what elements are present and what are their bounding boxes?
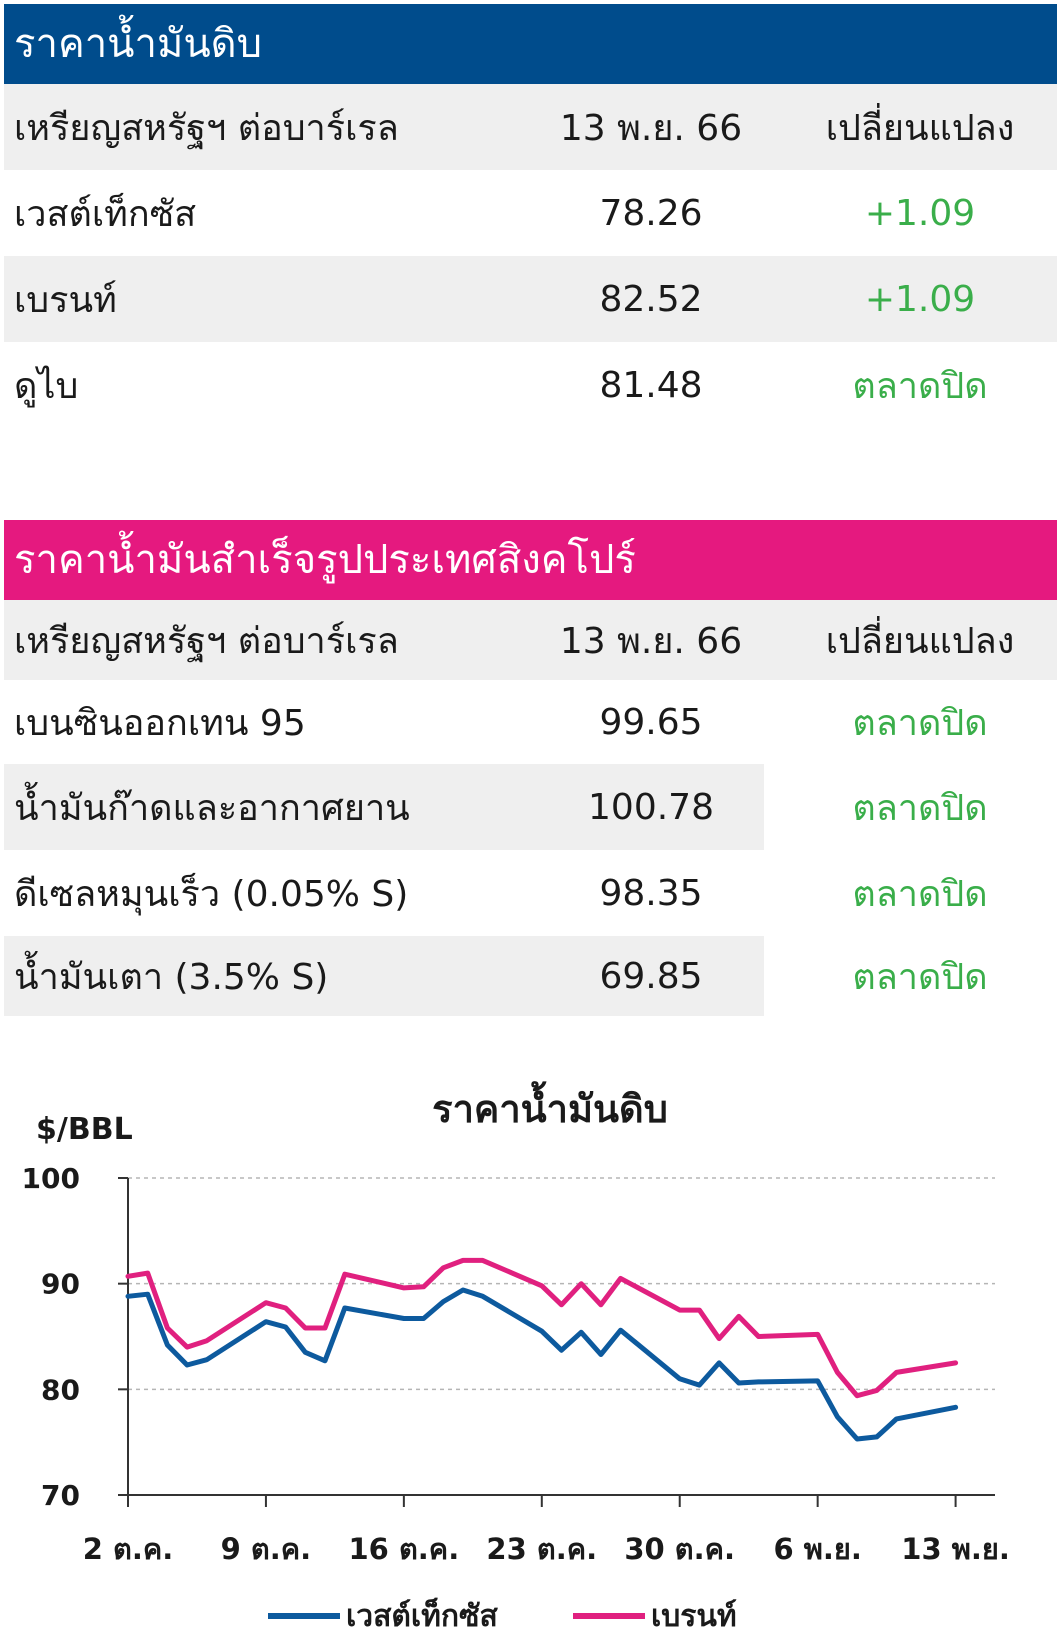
x-tick-label: 30 ต.ค. (624, 1532, 735, 1566)
refined-header-change: เปลี่ยนแปลง (825, 620, 1015, 662)
refined-change-gasoline95: ตลาดปิด (852, 702, 988, 744)
crude-change-dubai: ตลาดปิด (852, 365, 988, 407)
refined-name-diesel: ดีเซลหมุนเร็ว (0.05% S) (14, 873, 409, 915)
table-row: น้ำมันเตา (3.5% S) 69.85 ตลาดปิด (4, 936, 1057, 1016)
crude-table-header-row: เหรียญสหรัฐฯ ต่อบาร์เรล 13 พ.ย. 66 เปลี่… (4, 84, 1057, 170)
chart-series (125, 1257, 959, 1442)
refined-price-diesel: 98.35 (599, 872, 703, 914)
table-row: น้ำมันก๊าดและอากาศยาน 100.78 ตลาดปิด (4, 764, 1057, 850)
chart-grid (128, 1177, 995, 1391)
series-line-wti (125, 1287, 959, 1442)
y-tick-label: 80 (41, 1373, 80, 1406)
crude-name-wti: เวสต์เท็กซัส (14, 193, 197, 235)
y-axis-unit-label: $/BBL (36, 1112, 133, 1147)
table-row: เวสต์เท็กซัส 78.26 +1.09 (4, 170, 1057, 256)
crude-price-brent: 82.52 (599, 278, 703, 320)
crude-change-brent: +1.09 (864, 278, 976, 320)
x-tick-label: 2 ต.ค. (83, 1532, 174, 1566)
refined-price-gasoline95: 99.65 (599, 701, 703, 743)
legend-label-brent: เบรนท์ (651, 1598, 737, 1634)
chart-title: ราคาน้ำมันดิบ (432, 1087, 668, 1131)
refined-table-header-row: เหรียญสหรัฐฯ ต่อบาร์เรล 13 พ.ย. 66 เปลี่… (4, 600, 1057, 680)
legend-item-wti: เวสต์เท็กซัส (268, 1598, 498, 1634)
crude-name-brent: เบรนท์ (14, 279, 117, 321)
refined-header-label: เหรียญสหรัฐฯ ต่อบาร์เรล (14, 620, 399, 662)
x-tick-label: 23 ต.ค. (486, 1532, 597, 1566)
x-tick-label: 16 ต.ค. (349, 1532, 460, 1566)
crude-header-change: เปลี่ยนแปลง (825, 107, 1015, 149)
refined-change-diesel: ตลาดปิด (852, 873, 988, 915)
table-row: เบรนท์ 82.52 +1.09 (4, 256, 1057, 342)
legend-item-brent: เบรนท์ (573, 1598, 737, 1634)
crude-change-wti: +1.09 (864, 192, 976, 234)
crude-header-label: เหรียญสหรัฐฯ ต่อบาร์เรล (14, 107, 399, 149)
crude-price-wti: 78.26 (599, 192, 703, 234)
x-tick-label: 6 พ.ย. (773, 1532, 861, 1566)
crude-section-header: ราคาน้ำมันดิบ (4, 4, 1057, 84)
crude-price-dubai: 81.48 (599, 364, 703, 406)
refined-name-fueloil: น้ำมันเตา (3.5% S) (14, 956, 329, 998)
table-row: ดีเซลหมุนเร็ว (0.05% S) 98.35 ตลาดปิด (4, 850, 1057, 936)
refined-name-jet: น้ำมันก๊าดและอากาศยาน (14, 787, 410, 829)
crude-name-dubai: ดูไบ (14, 365, 79, 407)
crude-section-title: ราคาน้ำมันดิบ (14, 21, 263, 67)
refined-price-fueloil: 69.85 (599, 955, 703, 997)
row-shade (4, 764, 764, 850)
x-tick-label: 13 พ.ย. (901, 1532, 1010, 1566)
refined-change-fueloil: ตลาดปิด (852, 956, 988, 998)
table-row: เบนซินออกเทน 95 99.65 ตลาดปิด (4, 680, 1057, 764)
series-line-brent (125, 1257, 959, 1399)
y-tick-label: 90 (41, 1268, 80, 1301)
legend-swatch-wti (268, 1613, 340, 1619)
refined-header-date: 13 พ.ย. 66 (559, 620, 743, 662)
refined-section-title: ราคาน้ำมันสำเร็จรูปประเทศสิงคโปร์ (14, 537, 636, 583)
legend-swatch-brent (573, 1613, 645, 1619)
chart-axes (118, 1177, 995, 1507)
refined-price-jet: 100.78 (588, 786, 714, 828)
refined-change-jet: ตลาดปิด (852, 787, 988, 829)
legend-label-wti: เวสต์เท็กซัส (346, 1598, 498, 1634)
row-shade (4, 936, 764, 1016)
y-tick-label: 100 (22, 1162, 80, 1195)
crude-header-date: 13 พ.ย. 66 (559, 107, 743, 149)
refined-name-gasoline95: เบนซินออกเทน 95 (14, 702, 306, 744)
table-row: ดูไบ 81.48 ตลาดปิด (4, 342, 1057, 428)
x-tick-label: 9 ต.ค. (221, 1532, 312, 1566)
y-tick-label: 70 (41, 1479, 80, 1512)
refined-section-header: ราคาน้ำมันสำเร็จรูปประเทศสิงคโปร์ (4, 520, 1057, 600)
chart-tick-labels: 100 90 80 702 ต.ค. 9 ต.ค. 16 ต.ค. 23 ต.ค. 30 ต.… (22, 1162, 1010, 1566)
